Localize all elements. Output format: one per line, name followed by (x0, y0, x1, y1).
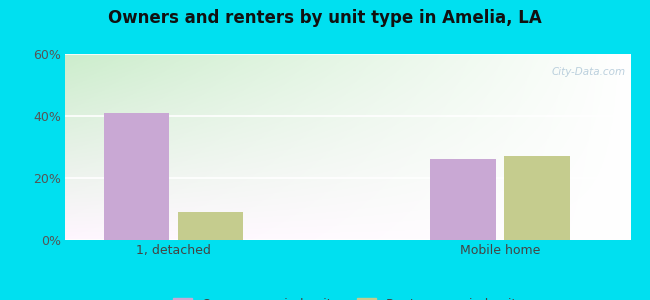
Bar (430, 159, 496, 240)
Bar (504, 156, 569, 240)
Bar (178, 212, 243, 240)
Bar (104, 113, 170, 240)
Text: City-Data.com: City-Data.com (552, 67, 626, 77)
Legend: Owner occupied units, Renter occupied units: Owner occupied units, Renter occupied un… (168, 292, 527, 300)
Text: Owners and renters by unit type in Amelia, LA: Owners and renters by unit type in Ameli… (108, 9, 542, 27)
